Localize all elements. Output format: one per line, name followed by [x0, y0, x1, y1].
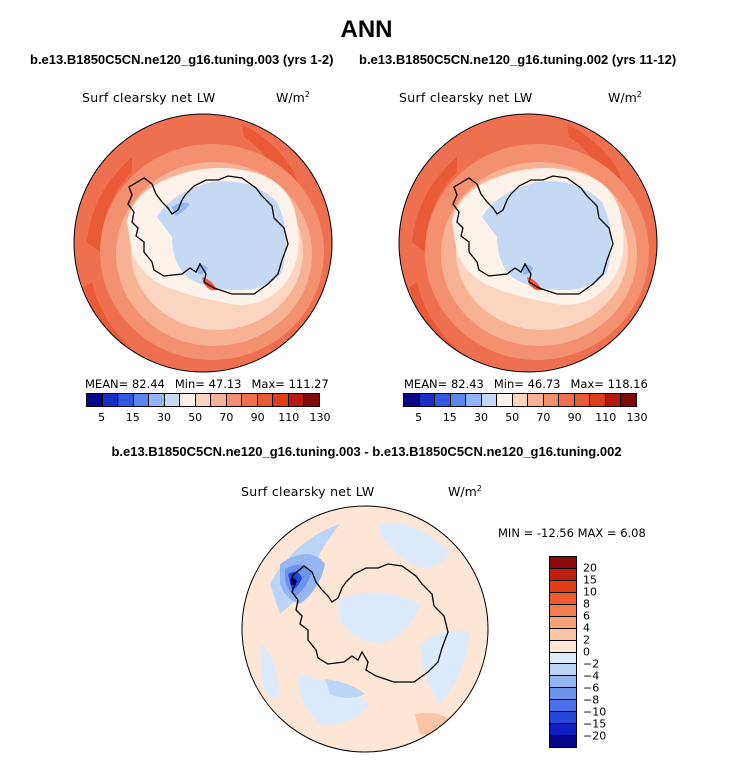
panel-right-stats: MEAN= 82.43 Min= 46.73 Max= 118.16 — [404, 377, 658, 391]
colorbar-diff-swatch — [550, 664, 576, 676]
colorbar-right-tick-label: 50 — [505, 411, 519, 424]
panel-left-units: W/m2 — [276, 90, 310, 105]
case-title-right: b.e13.B1850C5CN.ne120_g16.tuning.002 (yr… — [359, 52, 676, 67]
diff-minmax: MIN = -12.56 MAX = 6.08 — [498, 526, 646, 540]
colorbar-right-tick-label: 15 — [443, 411, 457, 424]
colorbar-left-swatch — [180, 394, 196, 406]
colorbar-left — [86, 393, 320, 407]
colorbar-right-swatch — [404, 394, 420, 406]
colorbar-right-swatch — [575, 394, 591, 406]
colorbar-left-tick-label: 130 — [310, 411, 331, 424]
colorbar-diff-swatch — [550, 653, 576, 665]
diff-variable: Surf clearsky net LW — [241, 484, 375, 499]
colorbar-diff-swatch — [550, 581, 576, 593]
case-title-left: b.e13.B1850C5CN.ne120_g16.tuning.003 (yr… — [30, 52, 333, 67]
colorbar-right-ticks: 5 15 30 50 70 90 110 130 — [403, 409, 637, 423]
colorbar-left-tick-label: 90 — [251, 411, 265, 424]
colorbar-right-swatch — [606, 394, 622, 406]
colorbar-diff-swatch — [550, 629, 576, 641]
colorbar-left-swatch — [196, 394, 212, 406]
colorbar-diff-ticks: 20 15 10 8 6 4 2 0 −2 −4 −6 −8 −10 −15 −20 — [583, 556, 623, 748]
panel-left-stats: MEAN= 82.44 Min= 47.13 Max= 111.27 — [85, 377, 339, 391]
colorbar-left-swatch — [289, 394, 305, 406]
polar-map-right — [397, 112, 659, 374]
colorbar-left-swatch — [242, 394, 258, 406]
panel-right-units: W/m2 — [608, 90, 642, 105]
colorbar-left-swatch — [149, 394, 165, 406]
colorbar-left-tick-label: 70 — [219, 411, 233, 424]
colorbar-left-swatch — [87, 394, 103, 406]
diff-title: b.e13.B1850C5CN.ne120_g16.tuning.003 - b… — [0, 444, 733, 459]
colorbar-left-swatch — [165, 394, 181, 406]
colorbar-diff-swatch — [550, 605, 576, 617]
colorbar-diff-swatch — [550, 712, 576, 724]
colorbar-right-tick-label: 5 — [415, 411, 422, 424]
colorbar-diff-tick-label: −20 — [583, 730, 606, 743]
colorbar-left-swatch — [211, 394, 227, 406]
colorbar-diff-swatch — [550, 617, 576, 629]
colorbar-left-tick-label: 50 — [188, 411, 202, 424]
colorbar-left-tick-label: 110 — [278, 411, 299, 424]
diff-units: W/m2 — [448, 484, 482, 499]
colorbar-right-swatch — [513, 394, 529, 406]
colorbar-left-swatch — [227, 394, 243, 406]
colorbar-diff-swatch — [550, 736, 576, 747]
colorbar-diff-swatch — [550, 676, 576, 688]
colorbar-left-swatch — [304, 394, 319, 406]
colorbar-left-tick-label: 15 — [126, 411, 140, 424]
panel-right-variable: Surf clearsky net LW — [399, 90, 533, 105]
colorbar-left-swatch — [118, 394, 134, 406]
colorbar-diff-swatch — [550, 593, 576, 605]
colorbar-diff-swatch — [550, 569, 576, 581]
colorbar-left-swatch — [134, 394, 150, 406]
colorbar-right-swatch — [528, 394, 544, 406]
colorbar-left-swatch — [258, 394, 274, 406]
colorbar-left-swatch — [273, 394, 289, 406]
colorbar-diff-swatch — [550, 700, 576, 712]
colorbar-left-swatch — [103, 394, 119, 406]
page-title: ANN — [0, 16, 733, 44]
colorbar-right-swatch — [497, 394, 513, 406]
colorbar-right-swatch — [451, 394, 467, 406]
colorbar-right-swatch — [590, 394, 606, 406]
colorbar-diff-swatch — [550, 688, 576, 700]
polar-map-left — [72, 112, 334, 374]
colorbar-right-tick-label: 30 — [474, 411, 488, 424]
colorbar-right — [403, 393, 637, 407]
colorbar-right-tick-label: 70 — [536, 411, 550, 424]
colorbar-right-swatch — [435, 394, 451, 406]
colorbar-right-tick-label: 90 — [568, 411, 582, 424]
colorbar-right-swatch — [466, 394, 482, 406]
colorbar-right-tick-label: 110 — [595, 411, 616, 424]
colorbar-left-tick-label: 5 — [98, 411, 105, 424]
colorbar-right-swatch — [559, 394, 575, 406]
colorbar-right-swatch — [420, 394, 436, 406]
colorbar-diff-swatch — [550, 724, 576, 736]
colorbar-left-ticks: 5 15 30 50 70 90 110 130 — [86, 409, 320, 423]
colorbar-diff-swatch — [550, 641, 576, 653]
colorbar-diff-swatch — [550, 557, 576, 569]
colorbar-right-tick-label: 130 — [627, 411, 648, 424]
colorbar-right-swatch — [482, 394, 498, 406]
polar-map-diff — [240, 504, 490, 754]
colorbar-right-swatch — [621, 394, 636, 406]
colorbar-left-tick-label: 30 — [157, 411, 171, 424]
colorbar-right-swatch — [544, 394, 560, 406]
colorbar-diff — [549, 556, 577, 748]
panel-left-variable: Surf clearsky net LW — [82, 90, 216, 105]
